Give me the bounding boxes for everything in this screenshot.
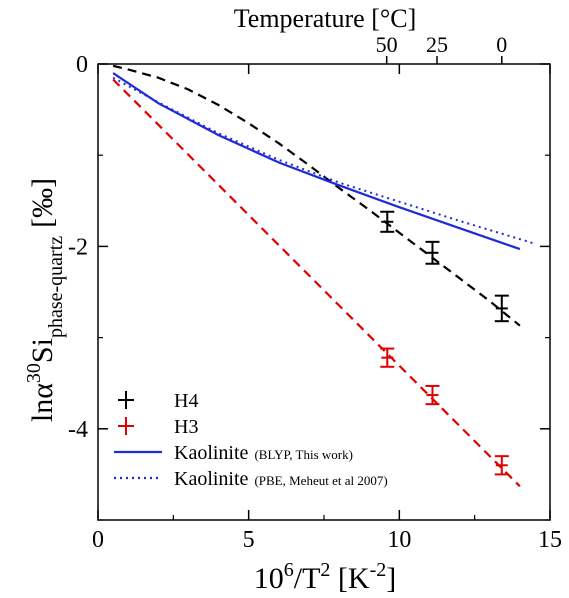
series-h4-dashed-line xyxy=(112,64,521,327)
y-tick-label: 0 xyxy=(76,52,88,78)
data-point-h4 xyxy=(494,294,509,323)
x-tick-label: 0 xyxy=(92,527,104,553)
legend-item-1: H3 xyxy=(118,416,198,438)
top-tick-label: 0 xyxy=(496,32,507,57)
legend-label: H3 xyxy=(174,416,198,438)
x-tick-label: 15 xyxy=(538,527,562,553)
series-kaolinite-pbe-dotted-line xyxy=(112,76,536,245)
data-point-h3 xyxy=(380,347,395,368)
legend: H4 H3 Kaolinite (BLYP, This work) Kaolinite(… xyxy=(114,390,388,490)
y-tick-label: -4 xyxy=(68,417,88,443)
top-tick-label: 25 xyxy=(426,32,448,57)
legend-item-2: Kaolinite (BLYP, This work) xyxy=(114,442,353,464)
legend-label: Kaolinite (BLYP, This work) xyxy=(174,442,353,464)
ticks-group: 0 5 10 15 0 -2 -4 50 25 0 xyxy=(68,32,562,553)
data-point-h4 xyxy=(380,210,395,233)
series-group xyxy=(112,64,536,488)
y-axis-label: lnα30Siphase-quartz[‰] xyxy=(23,178,67,422)
x-tick-label: 5 xyxy=(243,527,255,553)
top-tick-label: 50 xyxy=(376,32,398,57)
y-tick-label: -2 xyxy=(68,234,88,260)
legend-label: H4 xyxy=(174,390,198,412)
series-kaolinite-blyp-line xyxy=(112,72,521,251)
legend-label: Kaolinite (PBE, Meheut et al 2007) xyxy=(174,468,388,490)
data-point-h3 xyxy=(425,384,440,406)
x-axis-label: 106/T2 [K-2] xyxy=(254,559,397,595)
points-group xyxy=(380,210,509,476)
x-tick-label: 10 xyxy=(387,527,411,553)
legend-item-3: Kaolinite (PBE, Meheut et al 2007) xyxy=(114,468,388,490)
data-point-h4 xyxy=(425,240,440,265)
legend-item-0: H4 xyxy=(118,390,198,412)
data-point-h3 xyxy=(494,455,509,476)
top-axis-label: Temperature [°C] xyxy=(234,4,417,33)
series-h3-dashed-line xyxy=(112,78,521,488)
